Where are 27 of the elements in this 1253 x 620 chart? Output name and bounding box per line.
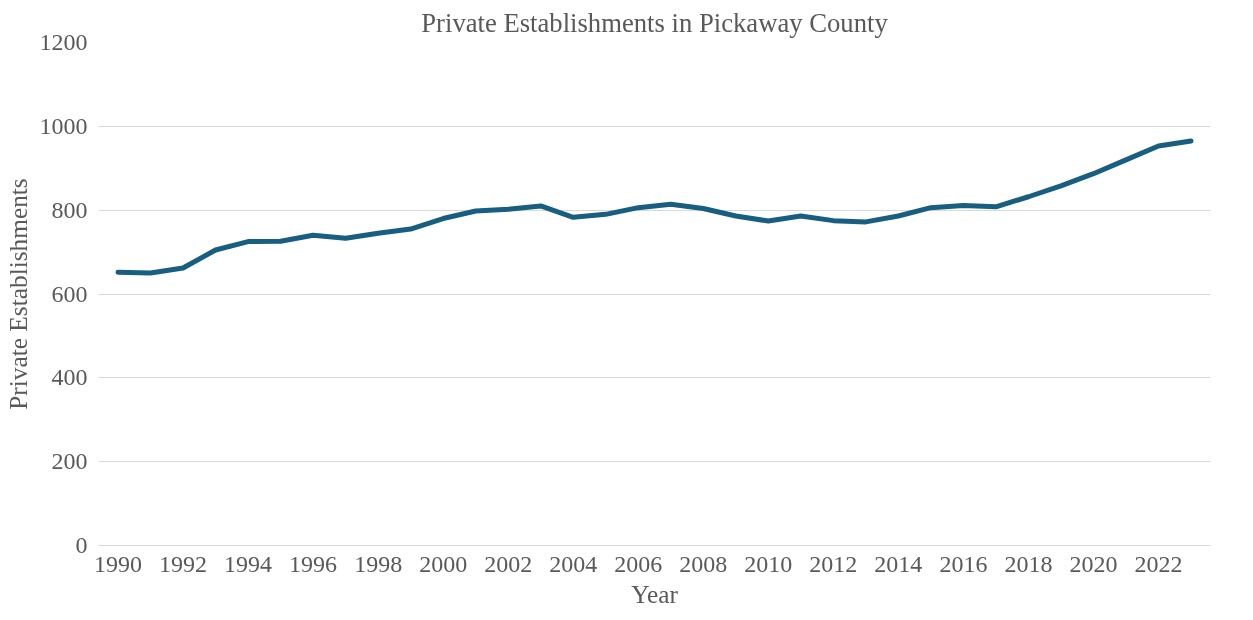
x-tick-label: 2018 (1004, 550, 1053, 577)
x-tick-label: 2000 (419, 550, 468, 577)
x-axis-title: Year (631, 579, 679, 608)
y-tick-label: 200 (51, 448, 88, 475)
x-tick-label: 1990 (94, 550, 143, 577)
x-tick-label: 1992 (159, 550, 208, 577)
x-tick-label: 2014 (874, 550, 923, 577)
x-tick-label: 1994 (224, 550, 273, 577)
x-tick-label: 2012 (809, 550, 858, 577)
x-tick-label: 2022 (1134, 550, 1183, 577)
x-tick-label: 2020 (1069, 550, 1118, 577)
y-tick-label: 0 (75, 532, 88, 558)
y-tick-label: 800 (51, 196, 88, 223)
x-tick-label: 2002 (484, 550, 533, 577)
y-tick-label: 400 (51, 364, 88, 391)
y-tick-label: 1000 (39, 112, 88, 139)
x-tick-label: 2016 (939, 550, 988, 577)
x-tick-label: 1998 (354, 550, 403, 577)
y-tick-label: 1200 (39, 29, 88, 55)
x-tick-label: 2010 (744, 550, 793, 577)
chart-title: Private Establishments in Pickaway County (421, 7, 889, 38)
y-axis-title: Private Establishments (3, 178, 32, 410)
x-tick-label: 2004 (549, 550, 598, 577)
x-tick-label: 1996 (289, 550, 338, 577)
x-tick-label: 2008 (679, 550, 728, 577)
y-tick-label: 600 (51, 280, 88, 307)
x-tick-label: 2006 (614, 550, 663, 577)
